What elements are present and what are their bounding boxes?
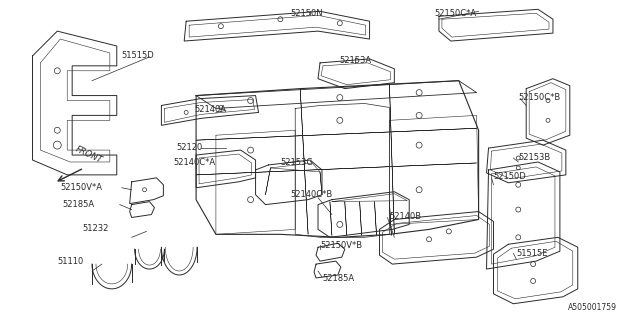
Text: FRONT: FRONT: [74, 145, 104, 165]
Text: 52153B: 52153B: [518, 153, 550, 162]
Text: 52140B: 52140B: [389, 212, 422, 220]
Text: A505001759: A505001759: [568, 303, 618, 312]
Text: 52150C*B: 52150C*B: [518, 92, 561, 101]
Text: 52120: 52120: [176, 143, 202, 152]
Text: 52150V*B: 52150V*B: [320, 241, 362, 250]
Text: 52140C*B: 52140C*B: [291, 190, 333, 199]
Text: 51515D: 51515D: [122, 51, 154, 60]
Text: 52153A: 52153A: [340, 56, 372, 65]
Text: 52150N: 52150N: [291, 9, 323, 18]
Text: 52140C*A: 52140C*A: [173, 158, 216, 167]
Text: 52185A: 52185A: [62, 200, 94, 209]
Text: 51515E: 51515E: [516, 249, 548, 258]
Text: 52150C*A: 52150C*A: [434, 9, 476, 18]
Text: 51110: 51110: [58, 257, 84, 266]
Text: 52153G: 52153G: [280, 158, 313, 167]
Text: 51232: 51232: [82, 224, 108, 233]
Text: 52150V*A: 52150V*A: [60, 183, 102, 192]
Text: 52185A: 52185A: [322, 274, 354, 283]
Text: 52140A: 52140A: [194, 106, 226, 115]
Text: 52150D: 52150D: [493, 172, 526, 181]
